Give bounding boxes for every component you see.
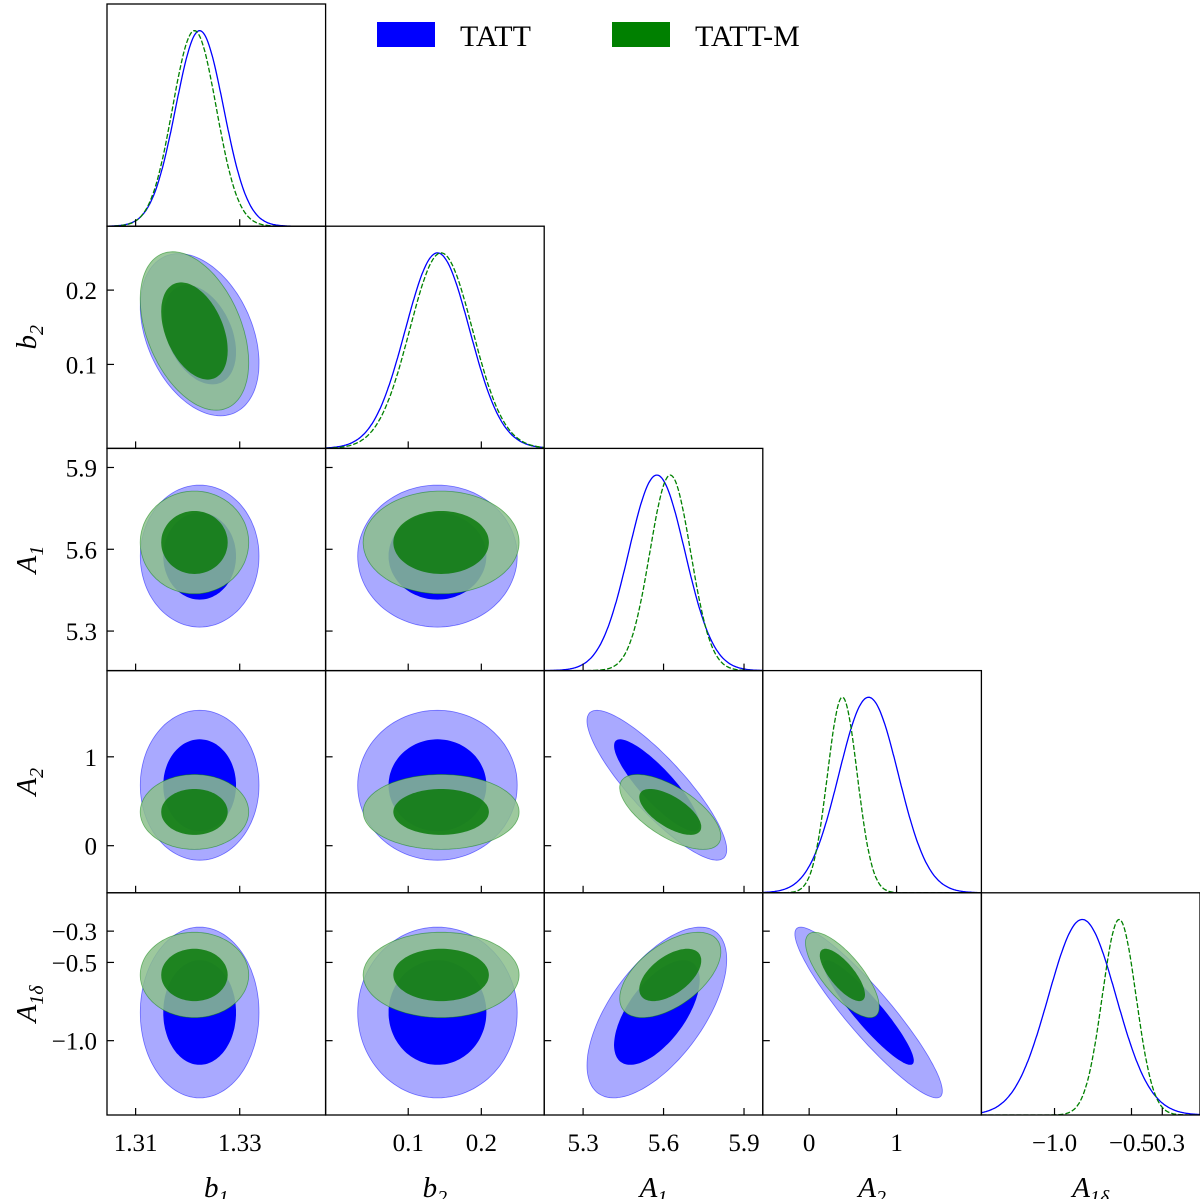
marginal-curve-tatt-m-b1 <box>107 30 326 227</box>
panel-b2-A1 <box>357 484 520 628</box>
legend-swatch-tatt-m <box>612 22 670 47</box>
panel-b2-A1d <box>357 926 520 1099</box>
panel-A1-A1 <box>544 474 763 671</box>
x-tick-label-A1d: −0.3 <box>1140 1130 1185 1157</box>
y-axis-label-A2: A2 <box>11 768 48 798</box>
marginal-curve-tatt-m-A1 <box>544 474 763 671</box>
x-tick-label-A1: 5.3 <box>567 1130 598 1157</box>
legend-label-tatt: TATT <box>460 20 531 53</box>
y-tick-label-A2: 1 <box>85 745 98 772</box>
marginal-curve-tatt-m-A2 <box>762 696 982 893</box>
contour-inner-tatt-m-b1-A1 <box>161 511 228 574</box>
contour-inner-tatt-m-b2-A2 <box>393 789 489 835</box>
y-axis-label-b2: b2 <box>11 325 48 350</box>
x-tick-label-A1d: −0.5 <box>1109 1130 1154 1157</box>
panel-b2-b2 <box>325 252 545 449</box>
x-tick-label-b1: 1.31 <box>114 1130 158 1157</box>
panel-A1-A1d <box>586 926 728 1099</box>
y-tick-label-A1d: −1.0 <box>52 1029 97 1056</box>
y-axis-label-A1d: A1δ <box>11 985 48 1025</box>
contour-inner-tatt-m-b1-A1d <box>161 948 228 1002</box>
y-tick-label-A1d: −0.3 <box>52 919 97 946</box>
contour-inner-tatt-m-b2-A1d <box>393 948 489 1002</box>
x-axis-label-A1: A1 <box>638 1172 668 1199</box>
x-tick-label-b1: 1.33 <box>218 1130 262 1157</box>
marginal-curve-tatt-b2 <box>325 252 545 449</box>
x-tick-label-b2: 0.2 <box>466 1130 497 1157</box>
y-tick-label-A1: 5.6 <box>66 537 97 564</box>
x-axis-label-b1: b1 <box>204 1172 229 1199</box>
y-tick-label-b2: 0.1 <box>66 352 97 379</box>
panel-b1-A1d <box>139 926 260 1099</box>
panel-A2-A1d <box>794 926 943 1099</box>
panel-frame-b2-b2 <box>324 225 545 450</box>
legend-label-tatt-m: TATT-M <box>695 20 800 53</box>
x-tick-label-A1d: −1.0 <box>1032 1130 1077 1157</box>
contour-inner-tatt-m-b1-b2 <box>161 282 228 380</box>
marginal-curve-tatt-m-A1d <box>981 918 1200 1115</box>
contour-inner-tatt-m-A2-A1d <box>819 948 865 1002</box>
panel-A2-A2 <box>762 696 982 893</box>
y-tick-label-A1: 5.9 <box>66 455 97 482</box>
panel-frame-b1-b1 <box>106 3 327 227</box>
x-tick-label-A2: 0 <box>803 1130 816 1157</box>
panel-b1-A1 <box>139 484 260 628</box>
panel-frame-A2-A2 <box>762 669 983 894</box>
panel-b1-b1 <box>107 30 326 227</box>
contour-inner-tatt-m-A1-A1d <box>639 948 702 1002</box>
x-axis-label-b2: b2 <box>423 1172 448 1199</box>
panel-A1-A2 <box>586 709 728 861</box>
x-axis-label-A1d: A1δ <box>1070 1172 1110 1199</box>
legend-swatch-tatt <box>377 22 435 47</box>
marginal-curve-tatt-A2 <box>762 696 982 893</box>
panel-b2-A2 <box>357 709 520 861</box>
y-tick-label-b2: 0.2 <box>66 278 97 305</box>
panel-A1d-A1d <box>981 918 1200 1115</box>
panel-b1-A2 <box>139 709 260 861</box>
x-tick-label-A1: 5.9 <box>728 1130 759 1157</box>
y-axis-label-A1: A1 <box>11 546 48 576</box>
x-tick-label-b2: 0.1 <box>393 1130 424 1157</box>
x-tick-label-A2: 1 <box>890 1130 903 1157</box>
x-axis-label-A2: A2 <box>856 1172 886 1199</box>
panel-frame-A1d-A1d <box>980 892 1200 1116</box>
y-tick-label-A2: 0 <box>85 834 98 861</box>
marginal-curve-tatt-A1d <box>981 918 1200 1115</box>
y-tick-label-A1: 5.3 <box>66 619 97 646</box>
legend: TATT TATT-M <box>377 20 800 53</box>
contour-inner-tatt-m-A1-A2 <box>639 789 702 835</box>
marginal-curve-tatt-b1 <box>107 30 326 227</box>
y-tick-label-A1d: −0.5 <box>52 950 97 977</box>
x-tick-label-A1: 5.6 <box>648 1130 679 1157</box>
marginal-curve-tatt-m-b2 <box>325 252 545 449</box>
panel-b1-b2 <box>139 251 260 417</box>
contour-inner-tatt-m-b1-A2 <box>161 789 228 835</box>
marginal-curve-tatt-A1 <box>544 474 763 671</box>
contour-inner-tatt-m-b2-A1 <box>393 511 489 574</box>
panel-frame-A1-A1 <box>543 447 764 672</box>
